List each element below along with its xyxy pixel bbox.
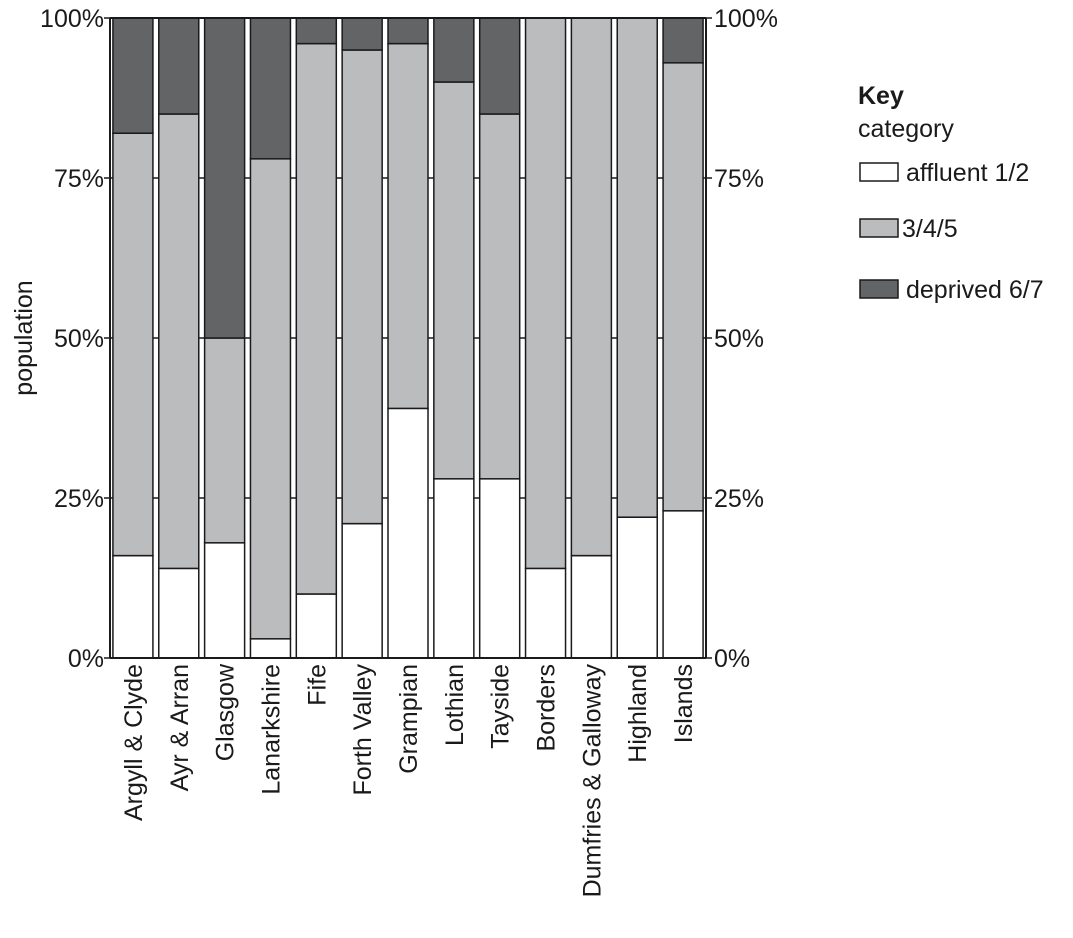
bar-segment xyxy=(478,478,521,659)
bar-segment xyxy=(295,42,338,595)
y-tick-label-right: 0% xyxy=(714,645,750,673)
category-label: Ayr & Arran xyxy=(166,664,194,791)
bar-segment xyxy=(433,478,475,659)
category-label: Tayside xyxy=(487,664,515,749)
y-axis-label: population xyxy=(10,280,38,395)
bar-segment xyxy=(158,113,200,570)
category-label: Grampian xyxy=(395,664,423,774)
bar-segment xyxy=(524,567,567,659)
bar-segment xyxy=(158,17,200,115)
y-tick-label-left: 100% xyxy=(40,5,104,33)
bar-segment xyxy=(478,17,521,115)
bar-segment xyxy=(249,638,292,659)
bar-segment xyxy=(249,158,292,640)
legend-swatch xyxy=(859,279,899,299)
bar-segment xyxy=(478,113,521,480)
bars xyxy=(112,17,704,659)
bar-segment xyxy=(433,81,475,480)
bar-segment xyxy=(341,522,383,659)
bar-segment xyxy=(662,510,704,659)
legend: Key category affluent 1/2 3/4/5 deprived 6… xyxy=(858,82,1044,304)
bar-segment xyxy=(433,17,475,83)
category-label: Lothian xyxy=(441,664,469,746)
category-label: Glasgow xyxy=(212,663,240,761)
bar-segment xyxy=(112,132,154,557)
legend-label: affluent 1/2 xyxy=(906,159,1029,187)
bar-segment xyxy=(387,407,429,659)
bar-segment xyxy=(387,17,429,45)
legend-subtitle: category xyxy=(858,115,954,143)
legend-label: 3/4/5 xyxy=(902,215,958,243)
bar-segment xyxy=(616,516,658,659)
category-label: Lanarkshire xyxy=(257,664,285,795)
category-label: Islands xyxy=(670,664,698,743)
category-label: Borders xyxy=(533,664,561,752)
bar-segment xyxy=(112,17,154,134)
y-tick-label-right: 50% xyxy=(714,325,764,353)
bar-segment xyxy=(203,542,246,659)
y-tick-label-left: 25% xyxy=(54,485,104,513)
category-label: Fife xyxy=(303,664,331,706)
bar-segment xyxy=(662,62,704,512)
y-tick-label-right: 100% xyxy=(714,5,778,33)
bar-segment xyxy=(295,593,338,659)
category-label: Forth Valley xyxy=(349,664,377,796)
y-tick-labels-right: 0% 25% 50% 75% 100% xyxy=(714,5,778,673)
axes xyxy=(109,17,707,659)
legend-title: Key xyxy=(858,82,904,110)
bar-segment xyxy=(295,17,338,45)
bar-segment xyxy=(341,49,383,525)
bar-segment xyxy=(387,42,429,410)
bar-segment xyxy=(112,554,154,659)
y-tick-label-right: 25% xyxy=(714,485,764,513)
category-labels: Argyll & Clyde Ayr & Arran Glasgow Lanarksh… xyxy=(120,663,698,897)
bar-segment xyxy=(524,17,567,570)
bar-segment xyxy=(203,17,246,339)
bar-segment xyxy=(616,17,658,518)
category-label: Argyll & Clyde xyxy=(120,664,148,821)
y-tick-label-left: 50% xyxy=(54,325,104,353)
bar-segment xyxy=(341,17,383,51)
y-tick-label-right: 75% xyxy=(714,165,764,193)
category-label: Highland xyxy=(624,664,652,763)
y-tick-label-left: 0% xyxy=(68,645,104,673)
y-tick-labels-left: 0% 25% 50% 75% 100% xyxy=(40,5,104,673)
bar-segment xyxy=(570,17,613,557)
legend-swatch xyxy=(859,162,899,182)
bar-segment xyxy=(249,17,292,160)
bar-segment xyxy=(662,17,704,64)
y-tick-label-left: 75% xyxy=(54,165,104,193)
legend-label: deprived 6/7 xyxy=(906,276,1044,304)
bar-segment xyxy=(570,554,613,659)
legend-swatch xyxy=(859,218,899,238)
bar-segment xyxy=(203,337,246,544)
category-label: Dumfries & Galloway xyxy=(578,664,606,898)
bar-segment xyxy=(158,567,200,659)
